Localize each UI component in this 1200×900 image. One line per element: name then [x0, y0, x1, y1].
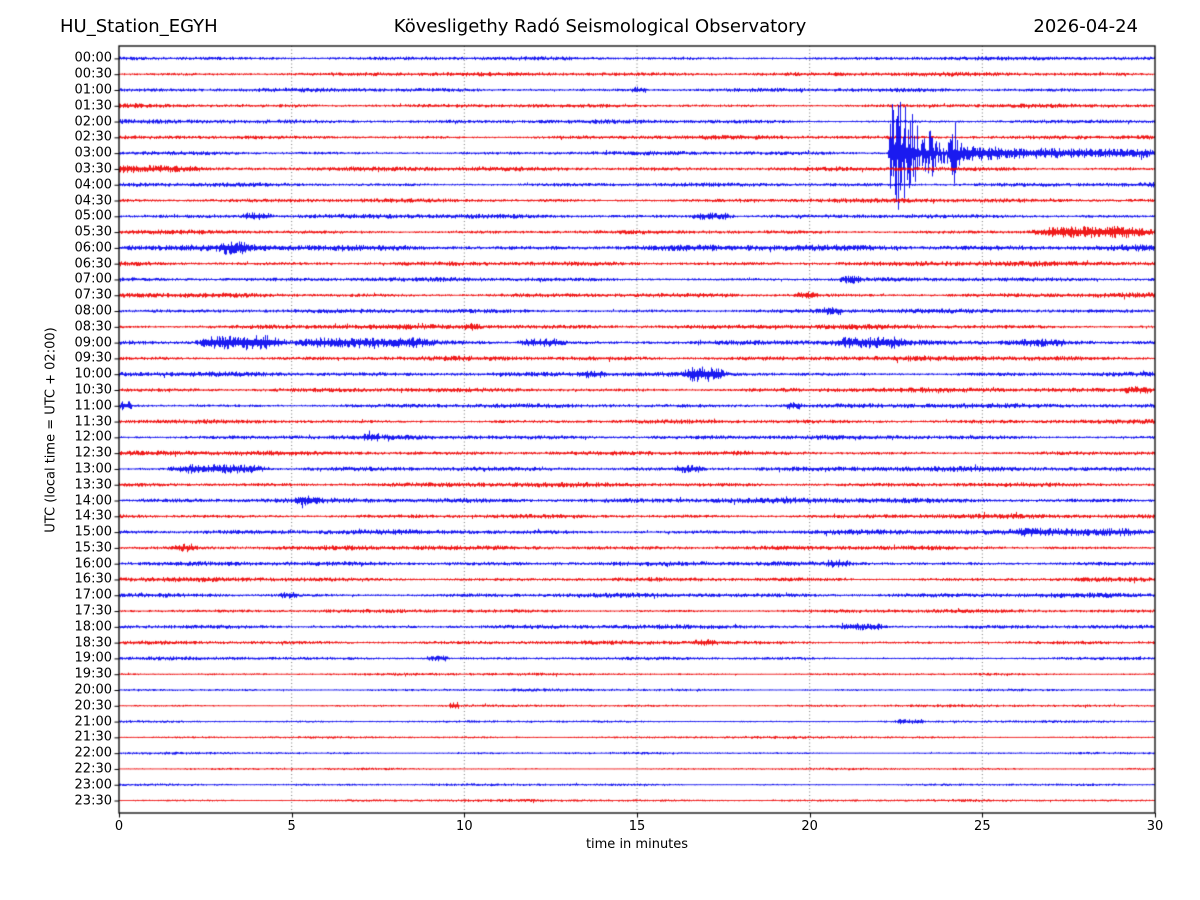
y-tick-label: 12:30 [74, 445, 112, 461]
y-tick-label: 15:30 [74, 540, 112, 556]
y-tick-label: 10:00 [74, 366, 112, 382]
y-tick-label: 16:30 [74, 571, 112, 587]
date-title: 2026-04-24 [1033, 16, 1138, 37]
y-tick-label: 02:30 [74, 129, 112, 145]
y-tick-label: 04:30 [74, 193, 112, 208]
y-tick-label: 03:00 [74, 145, 112, 161]
y-tick-label: 01:00 [74, 82, 112, 98]
y-tick-label: 06:00 [74, 240, 112, 256]
y-tick-label: 04:00 [74, 177, 112, 193]
observatory-title: Kövesligethy Radó Seismological Observat… [393, 16, 807, 37]
y-tick-label: 01:30 [74, 98, 112, 114]
x-tick-label: 15 [628, 819, 646, 834]
y-tick-label: 16:00 [74, 556, 112, 572]
x-tick-label: 0 [114, 819, 124, 834]
y-tick-label: 12:00 [74, 429, 112, 445]
y-tick-label: 21:00 [74, 714, 112, 730]
y-tick-label: 09:30 [74, 350, 112, 366]
y-tick-label: 14:00 [74, 493, 112, 509]
y-tick-label: 02:00 [74, 114, 112, 130]
y-tick-label: 13:30 [74, 477, 112, 493]
y-tick-label: 08:30 [74, 319, 112, 335]
y-tick-label: 22:30 [74, 761, 112, 777]
y-tick-label: 23:30 [74, 793, 112, 809]
station-title: HU_Station_EGYH [60, 16, 218, 37]
y-tick-label: 05:00 [74, 208, 112, 224]
x-tick-label: 25 [974, 819, 991, 834]
y-tick-label: 20:30 [74, 698, 112, 714]
y-tick-label: 00:30 [74, 66, 112, 82]
y-tick-label: 15:00 [74, 524, 112, 540]
x-axis-title: time in minutes [585, 837, 689, 852]
x-tick-label: 20 [801, 819, 818, 834]
y-tick-label: 20:00 [74, 682, 112, 698]
y-tick-label: 13:00 [74, 461, 112, 477]
y-tick-label: 07:30 [74, 287, 112, 303]
y-tick-label: 07:00 [74, 271, 112, 287]
y-tick-label: 00:00 [74, 50, 112, 66]
y-tick-label: 19:00 [74, 650, 112, 666]
y-tick-label: 11:00 [74, 398, 112, 414]
y-tick-label: 03:30 [74, 161, 112, 177]
y-tick-label: 18:00 [74, 619, 112, 635]
x-tick-label: 5 [287, 819, 296, 834]
y-tick-label: 10:30 [74, 382, 112, 398]
y-tick-label: 18:30 [74, 635, 112, 651]
y-tick-label: 05:30 [74, 224, 112, 240]
y-tick-label: 14:30 [74, 508, 112, 524]
y-tick-label: 17:30 [74, 603, 112, 619]
y-tick-label: 22:00 [74, 745, 112, 761]
y-tick-label: 19:30 [74, 666, 112, 682]
y-tick-label: 09:00 [74, 335, 112, 351]
y-tick-label: 08:00 [74, 303, 112, 319]
y-tick-label: 21:30 [74, 729, 112, 745]
x-tick-label: 10 [456, 819, 473, 834]
y-tick-label: 06:30 [74, 256, 112, 272]
y-tick-label: 17:00 [74, 587, 112, 603]
y-tick-label: 23:00 [74, 777, 112, 793]
y-tick-label: 11:30 [74, 414, 112, 430]
x-tick-label: 30 [1146, 819, 1164, 834]
